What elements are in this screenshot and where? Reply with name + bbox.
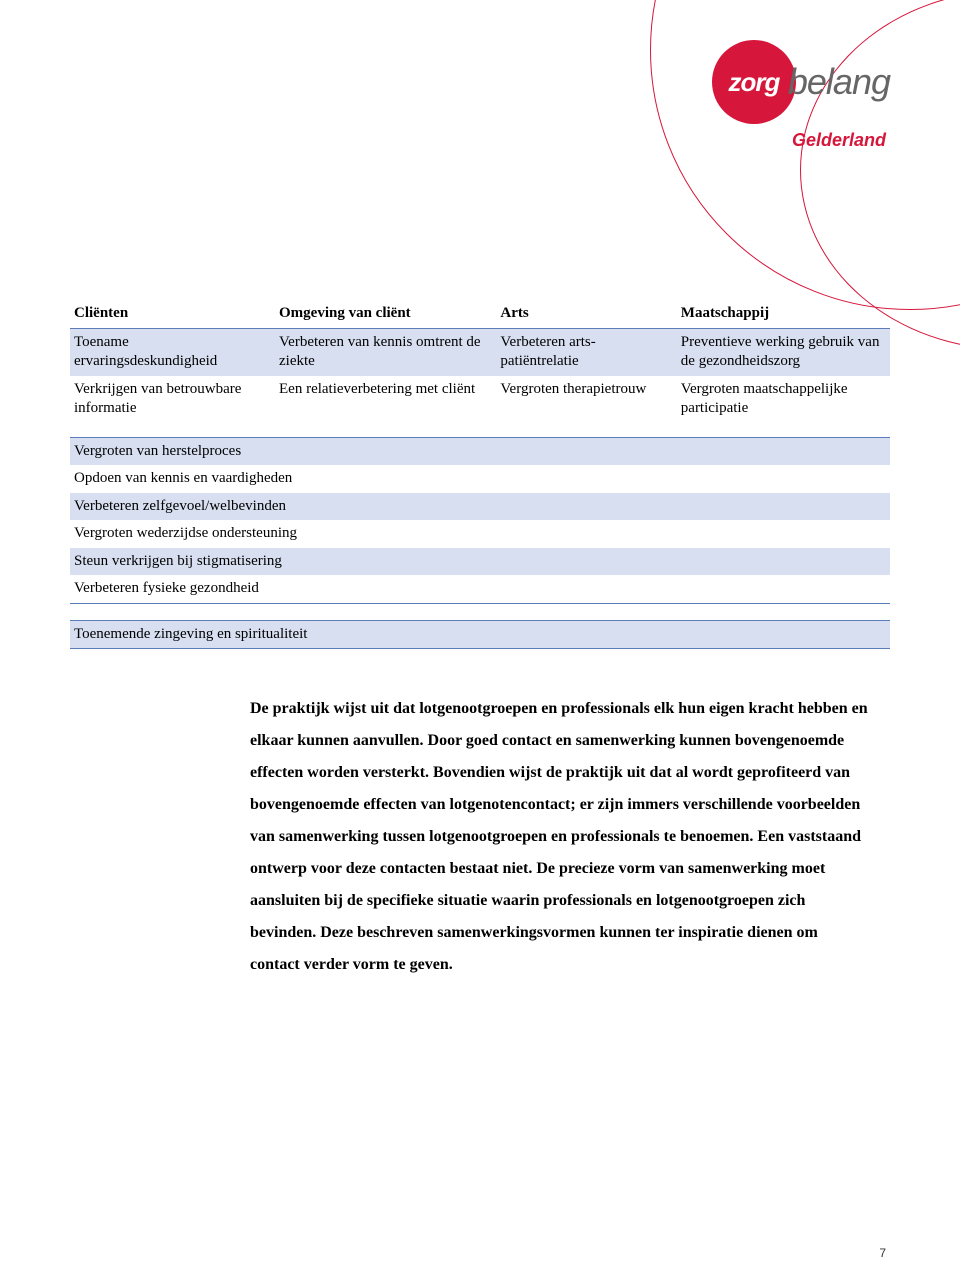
table-row: Verkrijgen van betrouwbare informatie Ee… [70, 376, 890, 423]
table-header-row: Cliënten Omgeving van cliënt Arts Maatsc… [70, 300, 890, 328]
list-item-label: Verbeteren fysieke gezondheid [70, 575, 890, 603]
list-item-label: Vergroten wederzijdse ondersteuning [70, 520, 890, 548]
page-content: Cliënten Omgeving van cliënt Arts Maatsc… [70, 300, 890, 981]
logo-text-zorg: zorg [728, 67, 779, 98]
col-header: Omgeving van cliënt [275, 300, 496, 328]
page-number: 7 [879, 1246, 886, 1260]
list-item-label: Vergroten van herstelproces [70, 437, 890, 465]
paragraph-text: De praktijk wijst uit dat lotgenootgroep… [250, 693, 870, 981]
table-cell: Vergroten therapietrouw [496, 376, 676, 423]
table-row: Toename ervaringsdeskundigheid Verbetere… [70, 328, 890, 376]
effects-list-b: Toenemende zingeving en spiritualiteit [70, 620, 890, 650]
table-cell: Verbeteren arts-patiëntrelatie [496, 328, 676, 376]
col-header: Cliënten [70, 300, 275, 328]
logo: zorg belang Gelderland [712, 40, 890, 151]
list-item-label: Opdoen van kennis en vaardigheden [70, 465, 890, 493]
list-item: Toenemende zingeving en spiritualiteit [70, 620, 890, 649]
list-item: Opdoen van kennis en vaardigheden [70, 465, 890, 493]
list-item-label: Steun verkrijgen bij stigmatisering [70, 548, 890, 576]
table-cell: Vergroten maatschappelijke participatie [677, 376, 890, 423]
list-item: Vergroten van herstelproces [70, 437, 890, 465]
table-cell: Verbeteren van kennis omtrent de ziekte [275, 328, 496, 376]
effects-list-a: Vergroten van herstelproces Opdoen van k… [70, 437, 890, 604]
list-item: Verbeteren fysieke gezondheid [70, 575, 890, 603]
list-item: Vergroten wederzijdse ondersteuning [70, 520, 890, 548]
list-item: Steun verkrijgen bij stigmatisering [70, 548, 890, 576]
list-item-label: Toenemende zingeving en spiritualiteit [70, 620, 890, 649]
col-header: Arts [496, 300, 676, 328]
list-item: Verbeteren zelfgevoel/welbevinden [70, 493, 890, 521]
logo-subtitle: Gelderland [712, 130, 886, 151]
table-cell: Een relatieverbetering met cliënt [275, 376, 496, 423]
effects-table: Cliënten Omgeving van cliënt Arts Maatsc… [70, 300, 890, 423]
table-cell: Preventieve werking gebruik van de gezon… [677, 328, 890, 376]
table-cell: Verkrijgen van betrouwbare informatie [70, 376, 275, 423]
logo-circle-icon: zorg [712, 40, 796, 124]
list-item-label: Verbeteren zelfgevoel/welbevinden [70, 493, 890, 521]
col-header: Maatschappij [677, 300, 890, 328]
logo-text-belang: belang [788, 61, 890, 103]
body-paragraph: De praktijk wijst uit dat lotgenootgroep… [250, 693, 870, 981]
table-cell: Toename ervaringsdeskundigheid [70, 328, 275, 376]
